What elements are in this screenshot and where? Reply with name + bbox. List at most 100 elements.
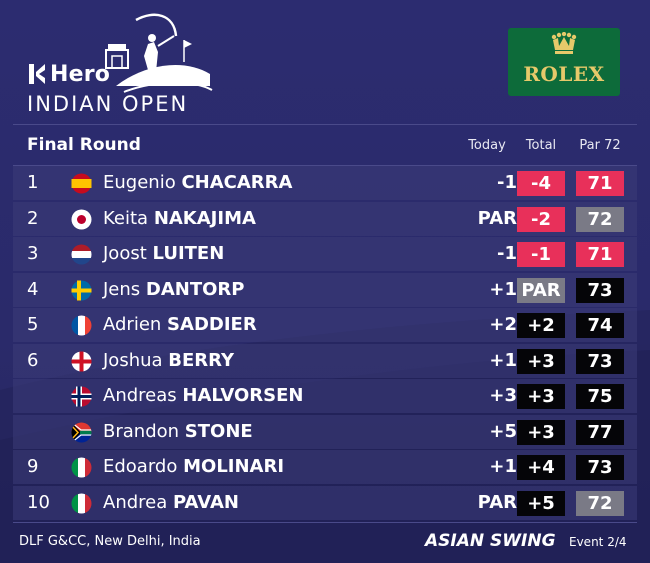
- today-score: +1: [489, 349, 517, 371]
- header: Hero INDIAN OPEN ROLEX: [0, 0, 650, 122]
- event-count: Event 2/4: [569, 535, 627, 549]
- table-row: 3 Joost LUITEN -1 -1 71: [13, 237, 637, 271]
- position: 1: [27, 172, 39, 193]
- player-first-name: Brandon: [103, 420, 180, 442]
- player-first-name: Eugenio: [103, 172, 176, 193]
- table-row: 5 Adrien SADDIER +2 +2 74: [13, 308, 637, 342]
- venue: DLF G&CC, New Delhi, India: [19, 534, 201, 549]
- leaderboard-rows: 1 Eugenio CHACARRA -1 -4 71 2 Keita NAKAJIMA PA…: [13, 166, 637, 521]
- table-row: 1 Eugenio CHACARRA -1 -4 71: [13, 166, 637, 200]
- position: 4: [27, 278, 39, 300]
- total-score: +4: [517, 455, 565, 480]
- round-score: 71: [576, 242, 624, 267]
- position: 5: [27, 314, 39, 335]
- player-first-name: Andreas: [103, 385, 177, 406]
- position: 3: [27, 243, 39, 264]
- round-score: 73: [576, 455, 624, 480]
- player-last-name: DANTORP: [145, 278, 245, 300]
- position: 9: [27, 456, 39, 477]
- hero-logo-icon: [29, 64, 45, 84]
- player-name: Keita NAKAJIMA: [103, 208, 256, 229]
- total-score: +3: [517, 348, 565, 374]
- round-score: 73: [576, 348, 624, 374]
- netherlands-flag-icon: [71, 244, 92, 265]
- table-row: 6 Joshua BERRY +1 +3 73: [13, 343, 637, 378]
- player-last-name: HALVORSEN: [182, 385, 304, 406]
- player-last-name: NAKAJIMA: [153, 207, 256, 229]
- position: 6: [27, 349, 39, 371]
- player-name: Brandon STONE: [103, 421, 253, 442]
- today-score: +1: [489, 278, 517, 300]
- japan-flag-icon: [71, 209, 92, 229]
- round-score: 72: [576, 490, 624, 516]
- today-score: +2: [489, 314, 517, 335]
- event-title: INDIAN OPEN: [27, 92, 189, 116]
- player-last-name: LUITEN: [152, 243, 225, 264]
- round-score: 72: [576, 206, 624, 232]
- round-score: 75: [576, 384, 624, 409]
- player-first-name: Jens: [103, 278, 141, 300]
- spain-flag-icon: [71, 173, 92, 194]
- norway-flag-icon: [71, 386, 92, 407]
- position: 2: [27, 207, 39, 229]
- sweden-flag-icon: [71, 280, 92, 300]
- column-par: Par 72: [579, 138, 621, 153]
- total-score: -1: [517, 242, 565, 267]
- rolex-logo: ROLEX: [508, 28, 620, 96]
- footer: DLF G&CC, New Delhi, India ASIAN SWING E…: [13, 522, 637, 559]
- table-row: 4 Jens DANTORP +1 PAR 73: [13, 272, 637, 307]
- player-name: Joost LUITEN: [103, 243, 224, 264]
- total-score: +5: [517, 490, 565, 516]
- player-first-name: Joshua: [103, 349, 163, 371]
- player-name: Joshua BERRY: [103, 350, 234, 371]
- player-name: Andrea PAVAN: [103, 492, 239, 513]
- table-row: 10 Andrea PAVAN PAR +5 72: [13, 485, 637, 520]
- player-first-name: Andrea: [103, 491, 168, 513]
- player-name: Edoardo MOLINARI: [103, 456, 284, 477]
- round-label: Final Round: [27, 135, 141, 155]
- total-score: +2: [517, 313, 565, 338]
- player-name: Adrien SADDIER: [103, 314, 257, 335]
- player-first-name: Edoardo: [103, 456, 178, 477]
- round-score: 77: [576, 419, 624, 445]
- round-score: 71: [576, 171, 624, 196]
- today-score: -1: [497, 243, 517, 264]
- total-score: +3: [517, 419, 565, 445]
- south-africa-flag-icon: [71, 422, 92, 442]
- player-last-name: STONE: [184, 420, 253, 442]
- column-total: Total: [525, 138, 557, 153]
- column-today: Today: [468, 138, 506, 153]
- total-score: +3: [517, 384, 565, 409]
- player-name: Eugenio CHACARRA: [103, 172, 292, 193]
- player-last-name: BERRY: [168, 349, 235, 371]
- total-score: PAR: [517, 277, 565, 303]
- today-score: -1: [497, 172, 517, 193]
- england-flag-icon: [71, 351, 92, 371]
- today-score: PAR: [477, 207, 517, 229]
- france-flag-icon: [71, 315, 92, 336]
- table-row: Brandon STONE +5 +3 77: [13, 414, 637, 449]
- player-last-name: MOLINARI: [183, 456, 285, 477]
- player-last-name: PAVAN: [173, 491, 239, 513]
- today-score: +3: [489, 385, 517, 406]
- player-name: Jens DANTORP: [103, 279, 244, 300]
- table-header: Final Round Today Total Par 72: [13, 124, 637, 166]
- table-row: 9 Edoardo MOLINARI +1 +4 73: [13, 450, 637, 484]
- position: 10: [27, 491, 50, 513]
- today-score: +1: [489, 456, 517, 477]
- player-first-name: Joost: [103, 243, 147, 264]
- table-row: Andreas HALVORSEN +3 +3 75: [13, 379, 637, 413]
- today-score: PAR: [477, 491, 517, 513]
- golfer-logo-icon: [105, 13, 213, 93]
- round-score: 73: [576, 277, 624, 303]
- player-name: Andreas HALVORSEN: [103, 385, 303, 406]
- round-score: 74: [576, 313, 624, 338]
- player-last-name: CHACARRA: [181, 172, 293, 193]
- italy-flag-icon: [71, 493, 92, 513]
- player-last-name: SADDIER: [167, 314, 257, 335]
- player-first-name: Adrien: [103, 314, 162, 335]
- italy-flag-icon: [71, 457, 92, 478]
- tour-swing: ASIAN SWING: [425, 531, 556, 551]
- today-score: +5: [489, 420, 517, 442]
